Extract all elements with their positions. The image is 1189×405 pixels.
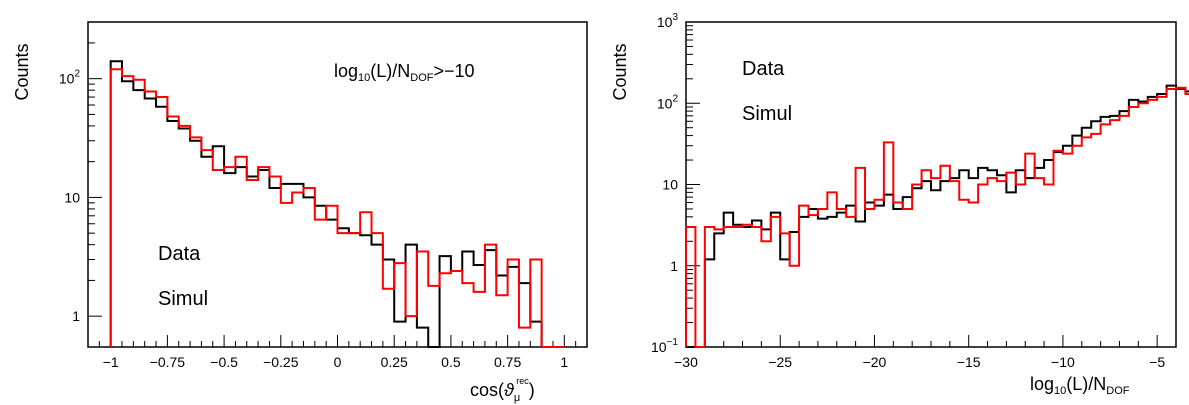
y-tick-label: 1 (72, 308, 80, 324)
legend-simul: Simul (742, 103, 792, 125)
y-tick-label: 10 (64, 189, 80, 205)
x-tick-label: 0 (334, 354, 342, 370)
x-tick-label: 0.5 (441, 354, 461, 370)
right-histogram-panel: −30 −25 −20 −15 −10 −5 10−1 1 10 102 103 Counts Data… (610, 12, 1189, 397)
x-tick-label: −15 (957, 354, 981, 370)
x-tick-label: −1 (103, 354, 119, 370)
y-tick-label: 1 (670, 258, 678, 274)
y-tick-label: 103 (657, 12, 679, 30)
y-axis-label: Counts (610, 43, 630, 100)
histogram-data (685, 86, 1189, 348)
x-tick-label: −0.5 (210, 354, 238, 370)
x-tick-label: −0.25 (263, 354, 299, 370)
y-tick-label: 102 (657, 93, 679, 111)
x-tick-label: −0.75 (150, 354, 186, 370)
left-histogram-panel: −1 −0.75 −0.5 −0.25 0 0.25 0.5 0.75 1 1 10 102 Count… (12, 21, 588, 404)
y-tick-label: 102 (59, 69, 81, 87)
legend-data: Data (742, 58, 785, 80)
x-tick-label: −30 (674, 354, 698, 370)
x-tick-label: 0.25 (381, 354, 408, 370)
y-tick-label: 10−1 (651, 337, 678, 355)
x-tick-label: −25 (768, 354, 792, 370)
y-tick-label: 10 (662, 177, 678, 193)
x-tick-label: −10 (1051, 354, 1075, 370)
legend-data: Data (158, 243, 201, 265)
x-axis-label: cos(ϑμrec) (470, 376, 535, 404)
histogram-data (109, 68, 565, 348)
x-axis-label: log10(L)/NDOF (1030, 374, 1130, 397)
x-tick-label: 1 (560, 354, 568, 370)
cut-annotation: log10(L)/NDOF>−10 (334, 61, 475, 84)
legend-simul: Simul (158, 288, 208, 310)
x-tick-label: −5 (1149, 354, 1165, 370)
x-tick-label: −20 (863, 354, 887, 370)
y-axis-label: Counts (12, 43, 32, 100)
x-tick-label: 0.75 (494, 354, 521, 370)
